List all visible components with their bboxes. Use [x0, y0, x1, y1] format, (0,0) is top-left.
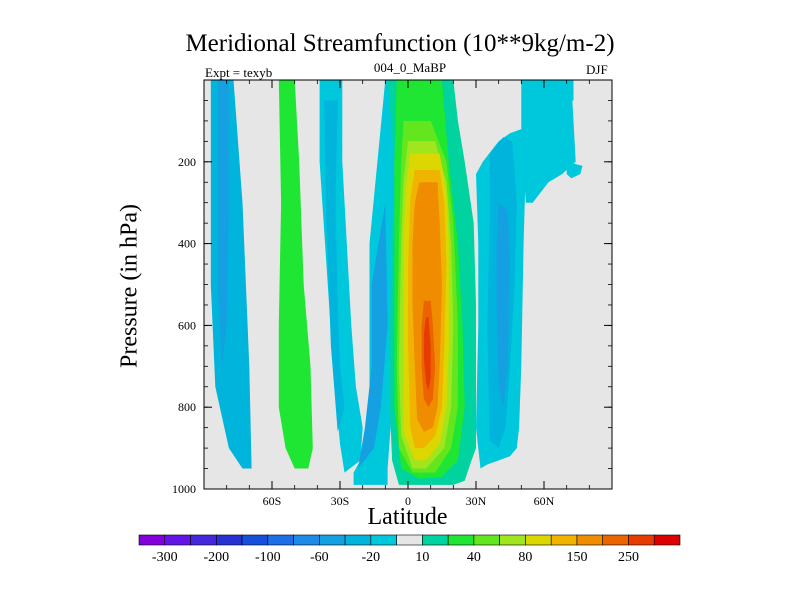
colorbar-swatch [293, 534, 320, 546]
colorbar-swatch [576, 534, 604, 546]
colorbar-swatch [550, 534, 578, 546]
plot-area [204, 80, 612, 489]
subtitle-left: Expt = texyb [205, 65, 273, 80]
axes: 200 400 600 800 1000 60S 30S 0 30N 60N [172, 79, 613, 508]
colorbar-swatch [422, 534, 449, 546]
colorbar-label: -20 [362, 550, 381, 565]
colorbar-swatch [525, 534, 552, 546]
colorbar-label: 10 [415, 550, 429, 565]
x-tick-label: 60S [263, 494, 282, 508]
contour-northern-ferrel-cell-patch [521, 80, 574, 105]
colorbar-label: 40 [467, 550, 481, 565]
y-tick-label: 1000 [172, 482, 196, 496]
colorbar-swatch [241, 534, 269, 546]
colorbar-label: -300 [152, 550, 178, 565]
colorbar-swatch [602, 534, 629, 546]
colorbar: -300 -200 -100 -60 -20 10 40 80 150 250 [138, 534, 681, 565]
contour-southern-hadley-inner [324, 100, 345, 432]
colorbar-swatch [370, 534, 397, 546]
contour-northern-ferrel-cell [521, 80, 576, 203]
colorbar-label: -200 [203, 550, 229, 565]
colorbar-swatch [396, 534, 423, 546]
colorbar-swatch [215, 534, 243, 546]
colorbar-label: 80 [518, 550, 532, 565]
y-tick-label: 400 [178, 237, 196, 251]
contour-fills [210, 80, 583, 485]
colorbar-label: 150 [566, 550, 587, 565]
colorbar-swatch [344, 534, 372, 546]
colorbar-swatch [319, 534, 346, 546]
subtitle-center: 004_0_MaBP [373, 60, 447, 75]
x-tick-label: 0 [405, 494, 411, 508]
colorbar-label: 250 [618, 550, 639, 565]
y-tick-label: 200 [178, 155, 196, 169]
colorbar-swatch [653, 534, 681, 546]
colorbar-swatch [628, 534, 655, 546]
contour-equatorial-band-blue-2 [358, 202, 388, 469]
x-tick-label: 30N [466, 494, 487, 508]
contour-south-polar-cell-core [217, 80, 229, 367]
y-tick-label: 800 [178, 400, 196, 414]
x-tick-label: 30S [331, 494, 350, 508]
colorbar-label: -100 [255, 550, 281, 565]
contour-southern-ferrel-cell [278, 80, 313, 469]
x-axis-label: Latitude [367, 504, 448, 530]
colorbar-swatch [190, 534, 217, 546]
contour-main-cell-250 [423, 317, 431, 391]
subtitle-right: DJF [586, 62, 608, 77]
y-tick-label: 600 [178, 318, 196, 332]
colorbar-swatch [267, 534, 294, 546]
colorbar-swatch [138, 534, 166, 546]
chart-title: Meridional Streamfunction (10**9kg/m-2) [185, 30, 615, 57]
contour-northern-ferrel-tail [566, 161, 583, 179]
colorbar-label: -60 [310, 550, 329, 565]
colorbar-swatch [164, 534, 191, 546]
colorbar-swatch [499, 534, 526, 546]
x-tick-label: 60N [534, 494, 555, 508]
contour-northern-hadley-core [496, 202, 510, 408]
colorbar-swatch [447, 534, 475, 546]
colorbar-swatch [473, 534, 500, 546]
